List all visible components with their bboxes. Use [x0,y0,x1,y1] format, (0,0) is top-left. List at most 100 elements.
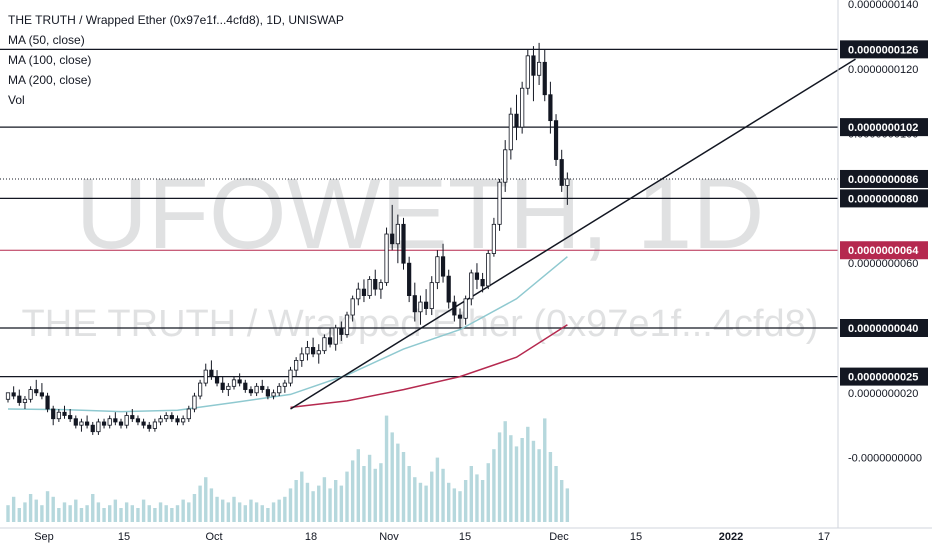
candle-body [135,418,141,423]
volume-bar [34,499,38,522]
candle-body [271,392,276,397]
volume-bar [96,502,101,522]
volume-bar [181,499,185,522]
x-tick-label: 18 [305,531,317,543]
candle-body [548,94,553,122]
price-tag [840,169,928,188]
volume-bar [458,491,462,522]
volume-bar [221,499,225,522]
volume-bar [119,508,123,522]
candle-body [107,418,112,426]
candle-body [356,288,361,300]
candle-body [446,275,451,303]
candle-body [525,55,530,89]
candle-body [384,233,389,284]
volume-bar [294,480,298,522]
candle-body [214,376,220,384]
x-tick-label: Nov [379,531,399,543]
volume-bar [452,488,457,522]
legend-ma100[interactable]: MA (100, close) [8,53,92,67]
candle-body [440,256,446,277]
candle-body [486,253,491,287]
candle-body [28,389,33,400]
price-tags: 0.0000000126 0.0000000102 0.0000000080 0.00… [840,40,928,386]
price-tag-label: 0.0000000080 [848,193,918,205]
time-axis[interactable]: Sep 15 Oct 18 Nov 15 Dec 15 2022 17 [34,531,830,543]
candle-body [68,415,73,420]
volume-bar [215,496,219,522]
volume-bar [175,505,180,522]
candle-body [169,415,174,420]
legend-title[interactable]: THE TRUTH / Wrapped Ether (0x97e1f...4cf… [8,13,344,27]
candle-body [344,314,350,335]
volume-bar [317,485,321,522]
x-tick-label: 15 [459,531,471,543]
x-tick-label: 15 [118,531,130,543]
volume-bar [401,452,406,522]
volume-bar [147,505,151,522]
volume-bar [204,477,208,522]
volume-bar [350,460,355,522]
volume-bar [141,499,146,522]
legend-ma50[interactable]: MA (50, close) [8,33,85,47]
volume-bar [526,426,530,522]
candle-body [96,421,101,433]
legend-vol[interactable]: Vol [8,93,25,107]
volume-bar [164,505,168,522]
volume-bar [198,485,202,522]
volume-bar [260,505,264,522]
volume-bar [305,482,310,522]
volume-bar [79,508,84,522]
volume-bar [108,505,112,522]
candle-body [265,389,271,397]
candle-body [299,353,304,361]
volume-bar [345,471,349,522]
candle-body [197,382,203,397]
y-tick-label: 0.0000000060 [848,258,918,270]
candle-body [175,418,180,423]
candle-body [231,379,237,387]
candle-body [56,411,61,420]
volume-bar [23,502,27,522]
volume-bar [51,496,55,522]
volume-bar [520,438,524,522]
volume-bar [531,440,536,522]
volume-bar [232,496,236,522]
volume-bar [339,485,344,522]
volume-bar [130,505,134,522]
legend-ma200[interactable]: MA (200, close) [8,73,92,87]
candle-body [203,369,208,384]
candle-body [101,421,107,426]
volume-bar [17,508,21,522]
volume-bar [356,449,360,522]
candle-body [559,159,564,186]
x-tick-label: 15 [630,531,642,543]
candle-body [39,392,45,397]
price-axis[interactable]: 0.00000001400.00000001200.00000001000.00… [848,0,922,465]
candle-body [423,301,429,309]
volume-bar [463,480,468,522]
candle-body [305,347,310,355]
volume-bar [283,496,287,522]
volume-bar [548,452,553,522]
candle-body [350,298,355,316]
price-tag-label: 0.0000000064 [848,245,919,257]
ma50-line [7,256,568,413]
volume-bar [328,488,332,522]
volume-bar [153,508,157,522]
volume-bar [492,449,496,522]
volume-bar [514,446,519,522]
candle-body [277,385,282,394]
candle-body [141,421,146,426]
volume-bar [158,502,163,522]
candle-body [17,395,22,403]
candle-body [508,113,513,151]
volume-bar [40,505,44,522]
volume-bar [28,494,33,522]
candle-body [514,113,519,128]
y-tick-label: -0.0000000000 [848,453,922,465]
volume-bar [311,491,315,522]
volume-bar [266,508,270,522]
volume-bar [413,477,417,522]
